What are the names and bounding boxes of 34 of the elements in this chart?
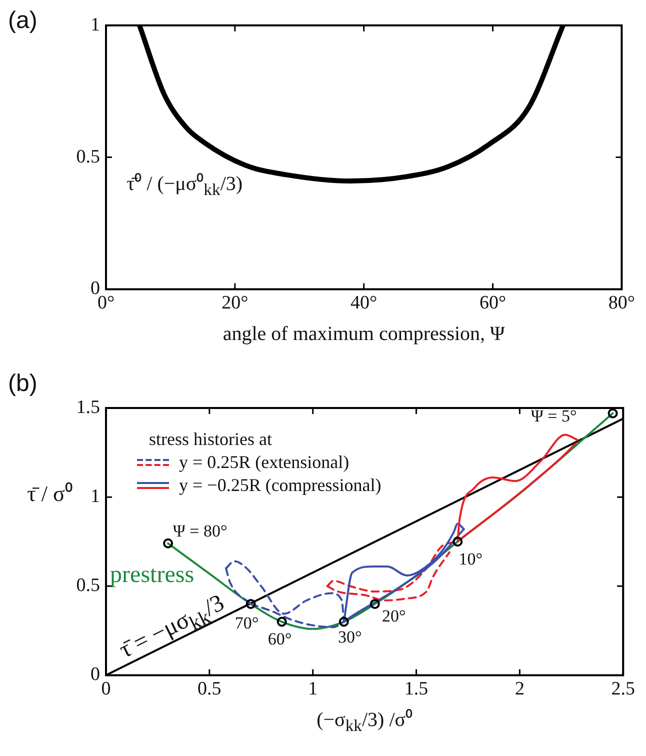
- y-tick-label: 0.5: [76, 575, 100, 596]
- annotation: 70°: [234, 614, 259, 634]
- chart-title: (b): [8, 370, 38, 398]
- annotation: τ̄⁰ / (−μσ⁰$_{kk}$/3): [126, 173, 243, 200]
- chart-title: (a): [8, 7, 38, 34]
- y-axis-title: τ̄ / σ⁰: [27, 480, 73, 506]
- x-tick-label: 2.5: [611, 678, 635, 700]
- y-tick-label: 1: [90, 486, 100, 508]
- legend-title: stress histories at: [149, 429, 274, 450]
- series-label: prestress: [110, 562, 194, 589]
- x-tick-label: 0.5: [198, 678, 222, 700]
- annotation: 60°: [268, 629, 292, 650]
- legend-label: y = −0.25R (compressional): [179, 475, 382, 496]
- y-tick-label: 1: [90, 14, 100, 36]
- x-tick-label: 1: [308, 678, 318, 700]
- y-tick-label: 0: [90, 278, 100, 300]
- annotation: Ψ = 5°: [530, 407, 577, 427]
- x-tick-label: 2: [514, 678, 524, 700]
- y-tick-label: 0.5: [76, 146, 100, 168]
- annotation: 20°: [382, 606, 406, 626]
- annotation: 10°: [458, 549, 483, 569]
- legend-label: y = 0.25R (extensional): [179, 452, 350, 474]
- y-tick-label: 1.5: [76, 396, 100, 418]
- x-tick-label: 40°: [350, 292, 378, 314]
- x-tick-label: 80°: [608, 292, 636, 314]
- x-axis-title: (−σ$_{kk}$/3) /σ⁰: [316, 709, 413, 736]
- annotation: Ψ = 80°: [172, 522, 228, 542]
- x-tick-label: 1.5: [404, 678, 428, 700]
- x-axis-title: angle of maximum compression, Ψ: [222, 323, 505, 346]
- annotation: 30°: [338, 627, 362, 648]
- x-tick-label: 0°: [97, 292, 115, 314]
- y-tick-label: 0: [90, 664, 100, 686]
- x-tick-label: 60°: [479, 292, 506, 314]
- x-tick-label: 20°: [222, 292, 248, 314]
